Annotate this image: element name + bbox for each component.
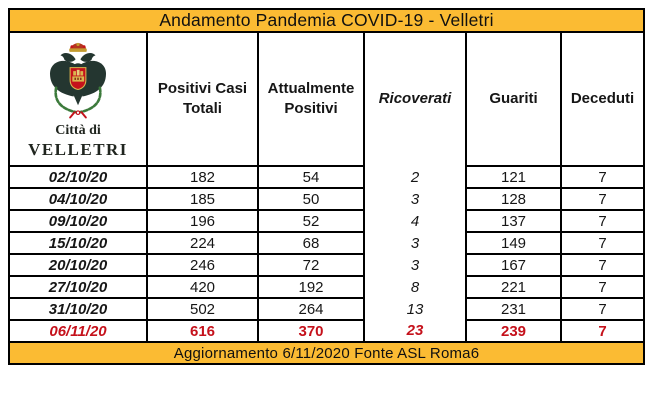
ricoverati-cell: 4 — [363, 210, 467, 232]
guariti-cell: 231 — [465, 297, 562, 321]
attualmente-positivi-cell: 50 — [257, 187, 365, 211]
positivi-totali-cell: 196 — [146, 209, 259, 233]
positivi-totali-cell: 182 — [146, 165, 259, 189]
guariti-cell: 149 — [465, 231, 562, 255]
attualmente-positivi-cell: 264 — [257, 297, 365, 321]
column-header-attualmente-positivi: Attualmente Positivi — [257, 31, 365, 167]
date-cell: 09/10/20 — [8, 209, 148, 233]
deceduti-cell: 7 — [559, 187, 646, 211]
attualmente-positivi-cell: 54 — [257, 165, 365, 189]
deceduti-cell: 7 — [559, 319, 646, 343]
positivi-totali-cell: 502 — [146, 297, 259, 321]
attualmente-positivi-cell: 68 — [257, 231, 365, 255]
column-header-deceduti: Deceduti — [559, 31, 646, 167]
column-header-positivi-totali: Positivi Casi Totali — [146, 31, 259, 167]
deceduti-cell: 7 — [559, 253, 646, 277]
ricoverati-cell: 8 — [363, 276, 467, 298]
positivi-totali-cell: 616 — [146, 319, 259, 343]
positivi-totali-cell: 185 — [146, 187, 259, 211]
guariti-cell: 128 — [465, 187, 562, 211]
date-cell: 04/10/20 — [8, 187, 148, 211]
attualmente-positivi-cell: 370 — [257, 319, 365, 343]
covid-table-sheet: Andamento Pandemia COVID-19 - Velletri — [7, 8, 646, 365]
table-row: 20/10/20 246 72 3 167 7 — [8, 253, 646, 277]
column-header-ricoverati: Ricoverati — [363, 32, 467, 166]
table-row: 02/10/20 182 54 2 121 7 — [8, 165, 646, 189]
guariti-cell: 121 — [465, 165, 562, 189]
column-header-guariti: Guariti — [465, 31, 562, 167]
date-cell: 27/10/20 — [8, 275, 148, 299]
ricoverati-cell: 3 — [363, 188, 467, 210]
ricoverati-cell: 13 — [363, 298, 467, 320]
attualmente-positivi-cell: 72 — [257, 253, 365, 277]
table-row: 09/10/20 196 52 4 137 7 — [8, 209, 646, 233]
attualmente-positivi-cell: 52 — [257, 209, 365, 233]
deceduti-cell: 7 — [559, 231, 646, 255]
table-row: 31/10/20 502 264 13 231 7 — [8, 297, 646, 321]
table-row: 04/10/20 185 50 3 128 7 — [8, 187, 646, 211]
date-cell: 20/10/20 — [8, 253, 148, 277]
table-row: 15/10/20 224 68 3 149 7 — [8, 231, 646, 255]
deceduti-cell: 7 — [559, 297, 646, 321]
deceduti-cell: 7 — [559, 275, 646, 299]
guariti-cell: 239 — [465, 319, 562, 343]
positivi-totali-cell: 246 — [146, 253, 259, 277]
table-row-latest-alert: 06/11/20 616 370 23 239 7 — [8, 319, 646, 343]
ricoverati-cell: 3 — [363, 232, 467, 254]
guariti-cell: 221 — [465, 275, 562, 299]
positivi-totali-cell: 420 — [146, 275, 259, 299]
city-label-line2: VELLETRI — [28, 140, 128, 159]
guariti-cell: 137 — [465, 209, 562, 233]
city-label-line1: Città di — [55, 123, 101, 138]
attualmente-positivi-cell: 192 — [257, 275, 365, 299]
date-cell: 06/11/20 — [8, 319, 148, 343]
table-row: 27/10/20 420 192 8 221 7 — [8, 275, 646, 299]
ricoverati-cell: 23 — [363, 320, 467, 342]
covid-data-table: Andamento Pandemia COVID-19 - Velletri — [7, 8, 646, 365]
ricoverati-cell: 2 — [363, 166, 467, 188]
ricoverati-cell: 3 — [363, 254, 467, 276]
update-source-note: Aggiornamento 6/11/2020 Fonte ASL Roma6 — [7, 341, 646, 365]
deceduti-cell: 7 — [559, 165, 646, 189]
date-cell: 31/10/20 — [8, 297, 148, 321]
deceduti-cell: 7 — [559, 209, 646, 233]
positivi-totali-cell: 224 — [146, 231, 259, 255]
velletri-coat-of-arms-icon — [50, 42, 106, 119]
city-logo-cell: Città di VELLETRI — [8, 31, 148, 167]
guariti-cell: 167 — [465, 253, 562, 277]
date-cell: 02/10/20 — [8, 165, 148, 189]
table-title: Andamento Pandemia COVID-19 - Velletri — [7, 8, 646, 33]
date-cell: 15/10/20 — [8, 231, 148, 255]
city-logo: Città di VELLETRI — [10, 38, 146, 160]
